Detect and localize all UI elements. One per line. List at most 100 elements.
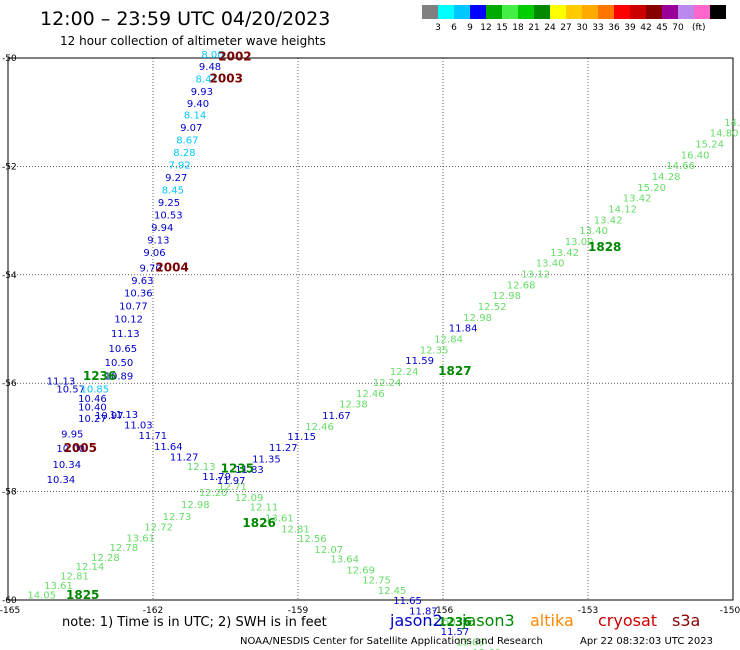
- wave-height-value: 11.71: [139, 431, 168, 442]
- wave-height-value: 11.13: [47, 376, 76, 387]
- wave-height-value: 10.50: [105, 358, 134, 369]
- wave-height-value: 9.40: [187, 99, 209, 110]
- legend-jason2: jason2: [389, 611, 443, 630]
- colorbar-label: 45: [656, 23, 667, 33]
- wave-height-value: 10.65: [109, 344, 138, 355]
- colorbar-swatch: [598, 5, 614, 19]
- wave-height-value: 9.93: [191, 87, 213, 98]
- wave-height-value: 9.25: [158, 198, 180, 209]
- wave-height-value: 11.35: [252, 454, 281, 465]
- wave-height-value: 11.03: [124, 421, 153, 432]
- footer-timestamp: Apr 22 08:32:03 UTC 2023: [580, 636, 713, 647]
- colorbar: 3 6 9 12 15 18 21 24 27 30 33 36 39 42 45 70 (ft): [422, 5, 726, 33]
- colorbar-swatch: [646, 5, 662, 19]
- wave-height-value: 12.24: [390, 367, 419, 378]
- time-label: 2004: [155, 261, 188, 275]
- wave-height-value: 12.07: [314, 545, 343, 556]
- wave-height-value: 14.12: [608, 204, 637, 215]
- y-tick-label: -58: [2, 488, 17, 498]
- wave-height-value: 11.84: [449, 324, 478, 335]
- legend-s3a: s3a: [672, 611, 700, 630]
- wave-height-value: 13.40: [536, 259, 565, 270]
- legend-cryosat: cryosat: [598, 611, 657, 630]
- colorbar-label: 42: [640, 23, 651, 33]
- colorbar-swatch: [422, 5, 438, 19]
- wave-height-value: 13.61: [44, 581, 73, 592]
- wave-height-value: 12.46: [356, 389, 385, 400]
- wave-height-value: 10.34: [47, 475, 76, 486]
- colorbar-label: 24: [544, 23, 556, 33]
- wave-height-value: 9.07: [180, 123, 202, 134]
- wave-height-value: 12.73: [163, 512, 192, 523]
- colorbar-swatch: [630, 5, 646, 19]
- wave-height-value: 12.71: [218, 482, 247, 493]
- wave-height-value: 10.12: [114, 314, 143, 325]
- y-tick-label: -56: [2, 379, 17, 389]
- wave-height-value: 11.64: [154, 442, 183, 453]
- wave-height-value: 12.24: [373, 378, 402, 389]
- wave-height-value: 13.61: [265, 513, 294, 524]
- wave-height-value: 12.81: [60, 571, 89, 582]
- wave-height-value: 12.13: [187, 462, 216, 473]
- wave-height-value: 11.87: [409, 607, 438, 618]
- colorbar-label: 18: [512, 23, 524, 33]
- wave-height-value: 11.67: [322, 411, 351, 422]
- x-tick-label: -156: [433, 606, 454, 616]
- colorbar-swatch: [454, 5, 470, 19]
- wave-height-value: 12.14: [76, 562, 105, 573]
- wave-height-value: 9.48: [199, 62, 221, 73]
- wave-height-value: 13.64: [330, 555, 359, 566]
- colorbar-swatch: [694, 5, 710, 19]
- series-track-3: 14.0513.6112.8112.1412.2812.7813.6112.72…: [27, 107, 740, 601]
- wave-height-value: 14.66: [666, 161, 695, 172]
- wave-height-value: 12.35: [420, 345, 449, 356]
- wave-height-value: 11.27: [170, 453, 199, 464]
- legend-altika: altika: [530, 611, 574, 630]
- wave-height-value: 8.00: [201, 50, 223, 61]
- wave-height-value: 16.40: [681, 150, 710, 161]
- grid: [8, 58, 733, 600]
- wave-height-value: 13.42: [623, 194, 652, 205]
- x-tick-label: -159: [288, 606, 309, 616]
- wave-height-value: 9.94: [151, 223, 173, 234]
- colorbar-swatch: [486, 5, 502, 19]
- wave-height-value: 11.15: [287, 432, 316, 443]
- colorbar-label: 3: [435, 23, 441, 33]
- colorbar-label: 12: [480, 23, 491, 33]
- wave-height-value: 9.27: [165, 173, 187, 184]
- wave-height-value: 13.40: [579, 226, 608, 237]
- wave-height-value: 12.84: [434, 335, 463, 346]
- time-labels: 2002 2003 2004 2005 1236 1235 1826 1236 1827 1828…: [64, 50, 622, 629]
- satellite-legend: jason2 jason3 altika cryosat s3a: [389, 611, 700, 630]
- wave-height-value: 12.72: [144, 523, 173, 534]
- axis-ticks: -165 -162 -159 -156 -153 -150 -50 -52 -54 -56 -58 -…: [0, 54, 740, 616]
- wave-height-value: 11.65: [393, 596, 422, 607]
- y-tick-label: -54: [2, 271, 17, 281]
- wave-height-value: 10.53: [154, 210, 183, 221]
- wave-height-value: 11.83: [235, 465, 264, 476]
- wave-height-value: 13.42: [550, 248, 579, 259]
- colorbar-swatch: [438, 5, 454, 19]
- wave-height-value: 12.68: [507, 280, 536, 291]
- wave-height-value: 12.38: [339, 400, 368, 411]
- wave-height-value: 15.20: [637, 183, 666, 194]
- series-track-1: 8.009.488.47 9.939.408.149.07 8.678.28 7.92…: [47, 50, 224, 486]
- wave-height-value: 10.34: [52, 460, 81, 471]
- wave-height-value: 12.69: [472, 648, 501, 650]
- time-label: 1828: [588, 240, 621, 254]
- time-label: 2005: [64, 441, 97, 455]
- wave-height-value: 10.27: [78, 414, 107, 425]
- wave-height-value: 14.05: [27, 590, 56, 601]
- wave-height-value: 10.57: [56, 384, 85, 395]
- wave-height-value: 10.97: [95, 411, 124, 422]
- wave-height-value: 11.13: [111, 329, 140, 340]
- wave-height-value: 12.75: [362, 576, 391, 587]
- wave-height-value: 12.81: [281, 524, 310, 535]
- x-tick-label: -153: [578, 606, 598, 616]
- wave-height-value: 13.12: [521, 270, 550, 281]
- wave-height-value: 14.80: [710, 129, 739, 140]
- time-label: 2002: [218, 50, 251, 64]
- plot-frame: [7, 57, 734, 601]
- colorbar-label: 6: [451, 23, 457, 33]
- time-label: 1235: [221, 462, 254, 476]
